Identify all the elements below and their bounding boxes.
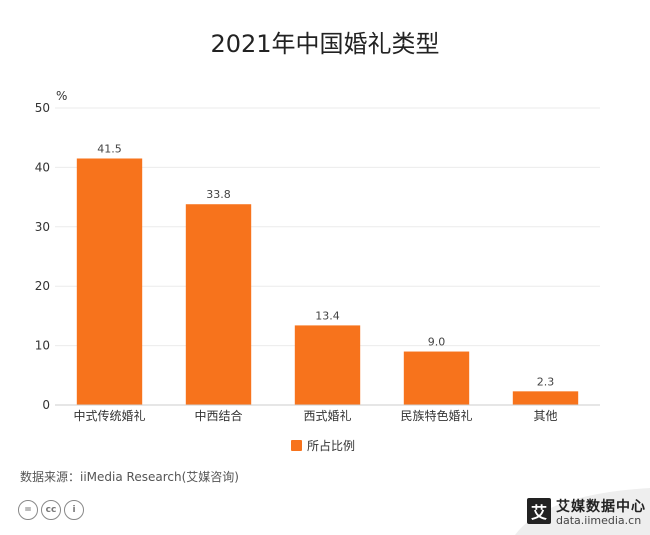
data-label: 9.0	[428, 336, 446, 349]
bar[interactable]	[512, 391, 579, 405]
y-axis-unit: %	[56, 89, 67, 103]
x-tick-label: 其他	[533, 409, 557, 423]
y-tick-label: 40	[35, 160, 50, 174]
bar[interactable]	[76, 158, 143, 405]
data-label: 41.5	[97, 142, 122, 155]
chart-title: 2021年中国婚礼类型	[210, 30, 439, 58]
y-tick-label: 30	[35, 220, 50, 234]
legend-label: 所占比例	[307, 438, 355, 453]
legend-swatch	[291, 440, 302, 451]
y-axis-ticks: 0 10 20 30 40 50	[35, 101, 50, 412]
bar[interactable]	[294, 325, 361, 405]
x-tick-label: 中式传统婚礼	[73, 408, 145, 423]
y-tick-label: 20	[35, 279, 50, 293]
x-axis-ticks: 中式传统婚礼 中西结合 西式婚礼 民族特色婚礼 其他	[73, 408, 557, 423]
bar[interactable]	[185, 204, 252, 405]
cc-icon: cc	[41, 500, 61, 520]
x-tick-label: 西式婚礼	[303, 408, 351, 423]
y-tick-label: 10	[35, 339, 50, 353]
x-tick-label: 中西结合	[194, 408, 242, 423]
license-icons: = cc i	[18, 500, 84, 520]
data-label: 13.4	[315, 309, 340, 322]
data-labels: 41.5 33.8 13.4 9.0 2.3	[97, 142, 554, 388]
x-tick-label: 民族特色婚礼	[400, 408, 472, 423]
iimedia-logo-icon: 艾	[527, 498, 551, 524]
bars	[76, 158, 579, 405]
bar-chart: 2021年中国婚礼类型 % 0 10 20 30 40 50 41.5 33.8 13.4 9.…	[35, 30, 600, 453]
gridlines	[55, 107, 600, 347]
y-tick-label: 50	[35, 101, 50, 115]
data-label: 2.3	[537, 375, 555, 388]
bar[interactable]	[403, 351, 470, 405]
brand-name: 艾媒数据中心	[556, 499, 646, 515]
data-label: 33.8	[206, 188, 231, 201]
person-icon: i	[64, 500, 84, 520]
legend[interactable]: 所占比例	[291, 438, 355, 453]
source-note: 数据来源：iiMedia Research(艾媒咨询)	[20, 470, 239, 484]
brand-url: data.iimedia.cn	[556, 514, 642, 527]
y-tick-label: 0	[42, 398, 50, 412]
equal-icon: =	[18, 500, 38, 520]
